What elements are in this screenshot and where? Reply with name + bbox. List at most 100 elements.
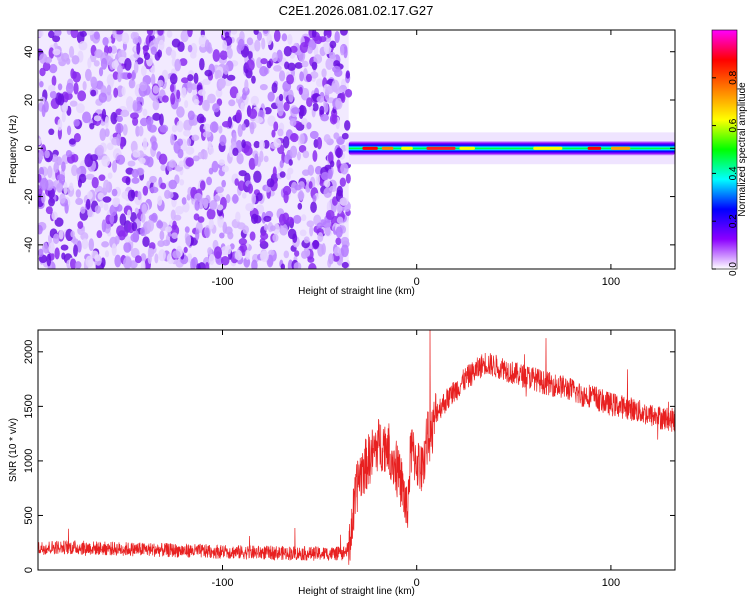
colorbar-tick-label: 0.4 bbox=[728, 166, 739, 180]
colorbar-tick-label: 0.6 bbox=[728, 118, 739, 132]
noise-speckle bbox=[54, 247, 60, 260]
noise-speckle bbox=[195, 229, 200, 241]
noise-speckle bbox=[228, 99, 236, 107]
noise-speckle bbox=[299, 229, 307, 237]
noise-speckle bbox=[184, 226, 190, 234]
noise-speckle bbox=[266, 33, 273, 46]
noise-speckle bbox=[218, 159, 225, 166]
noise-speckle bbox=[68, 46, 75, 58]
noise-speckle bbox=[229, 86, 239, 99]
noise-speckle bbox=[77, 90, 87, 102]
noise-speckle bbox=[73, 244, 78, 257]
noise-speckle bbox=[312, 240, 320, 249]
noise-speckle bbox=[226, 74, 236, 81]
noise-speckle bbox=[158, 153, 168, 165]
noise-speckle bbox=[52, 35, 61, 43]
noise-speckle bbox=[299, 133, 305, 145]
noise-speckle bbox=[70, 258, 77, 269]
noise-speckle bbox=[323, 134, 331, 143]
noise-speckle bbox=[168, 179, 178, 190]
noise-speckle bbox=[61, 161, 66, 172]
noise-speckle bbox=[225, 193, 231, 204]
noise-speckle bbox=[254, 116, 264, 124]
noise-speckle bbox=[298, 144, 307, 153]
x-tick-label: -100 bbox=[211, 577, 233, 589]
noise-speckle bbox=[120, 109, 130, 118]
noise-speckle bbox=[287, 33, 293, 45]
noise-speckle bbox=[131, 221, 138, 232]
noise-speckle bbox=[251, 213, 259, 225]
noise-speckle bbox=[208, 146, 215, 155]
signal-hotspot bbox=[587, 146, 602, 150]
noise-speckle bbox=[61, 252, 66, 260]
noise-speckle bbox=[139, 81, 148, 92]
noise-speckle bbox=[251, 259, 258, 269]
noise-speckle bbox=[289, 145, 298, 158]
noise-speckle bbox=[303, 236, 310, 244]
noise-speckle bbox=[241, 192, 247, 199]
noise-speckle bbox=[168, 191, 174, 199]
noise-speckle bbox=[273, 30, 281, 42]
colorbar bbox=[711, 29, 738, 270]
noise-speckle bbox=[301, 214, 307, 222]
snr-plot bbox=[38, 330, 675, 565]
noise-speckle bbox=[306, 97, 313, 108]
noise-speckle bbox=[306, 220, 315, 228]
noise-speckle bbox=[268, 249, 275, 256]
noise-speckle bbox=[181, 197, 187, 205]
noise-speckle bbox=[140, 253, 147, 262]
noise-speckle bbox=[75, 197, 84, 206]
noise-speckle bbox=[248, 108, 258, 119]
noise-speckle bbox=[199, 180, 206, 191]
noise-speckle bbox=[329, 40, 337, 49]
noise-speckle bbox=[318, 36, 327, 43]
noise-speckle bbox=[52, 48, 61, 56]
noise-speckle bbox=[211, 160, 219, 173]
noise-speckle bbox=[202, 131, 212, 138]
noise-speckle bbox=[101, 219, 107, 233]
noise-speckle bbox=[77, 221, 84, 229]
noise-speckle bbox=[71, 55, 80, 65]
noise-speckle bbox=[197, 262, 206, 269]
noise-speckle bbox=[147, 219, 155, 232]
noise-speckle bbox=[44, 150, 50, 159]
noise-speckle bbox=[114, 254, 122, 268]
noise-speckle bbox=[310, 201, 317, 213]
noise-speckle bbox=[294, 62, 303, 69]
noise-speckle bbox=[294, 250, 300, 257]
noise-speckle bbox=[76, 240, 82, 253]
noise-speckle bbox=[235, 211, 241, 222]
noise-speckle bbox=[72, 71, 82, 83]
noise-speckle bbox=[221, 165, 229, 173]
noise-speckle bbox=[283, 45, 292, 57]
noise-speckle bbox=[148, 214, 157, 221]
noise-speckle bbox=[106, 142, 114, 151]
noise-speckle bbox=[143, 52, 151, 61]
noise-speckle bbox=[103, 179, 110, 193]
noise-speckle bbox=[207, 93, 216, 104]
noise-speckle bbox=[236, 92, 241, 100]
noise-speckle bbox=[250, 95, 260, 106]
noise-speckle bbox=[116, 115, 123, 123]
noise-speckle bbox=[312, 102, 319, 112]
noise-speckle bbox=[329, 160, 335, 168]
noise-speckle bbox=[320, 113, 329, 122]
y-tick-label: 0 bbox=[23, 145, 35, 151]
noise-speckle bbox=[176, 120, 184, 133]
noise-speckle bbox=[310, 71, 319, 79]
noise-speckle bbox=[272, 166, 277, 179]
noise-speckle bbox=[204, 227, 210, 239]
noise-speckle bbox=[187, 30, 193, 38]
noise-speckle bbox=[183, 246, 188, 253]
noise-speckle bbox=[157, 240, 165, 248]
noise-speckle bbox=[278, 70, 286, 82]
noise-speckle bbox=[260, 250, 269, 262]
noise-speckle bbox=[340, 244, 349, 258]
noise-speckle bbox=[160, 182, 167, 190]
noise-speckle bbox=[48, 197, 55, 207]
noise-speckle bbox=[298, 105, 307, 117]
noise-speckle bbox=[224, 31, 230, 39]
noise-speckle bbox=[239, 30, 245, 42]
noise-speckle bbox=[147, 247, 155, 258]
